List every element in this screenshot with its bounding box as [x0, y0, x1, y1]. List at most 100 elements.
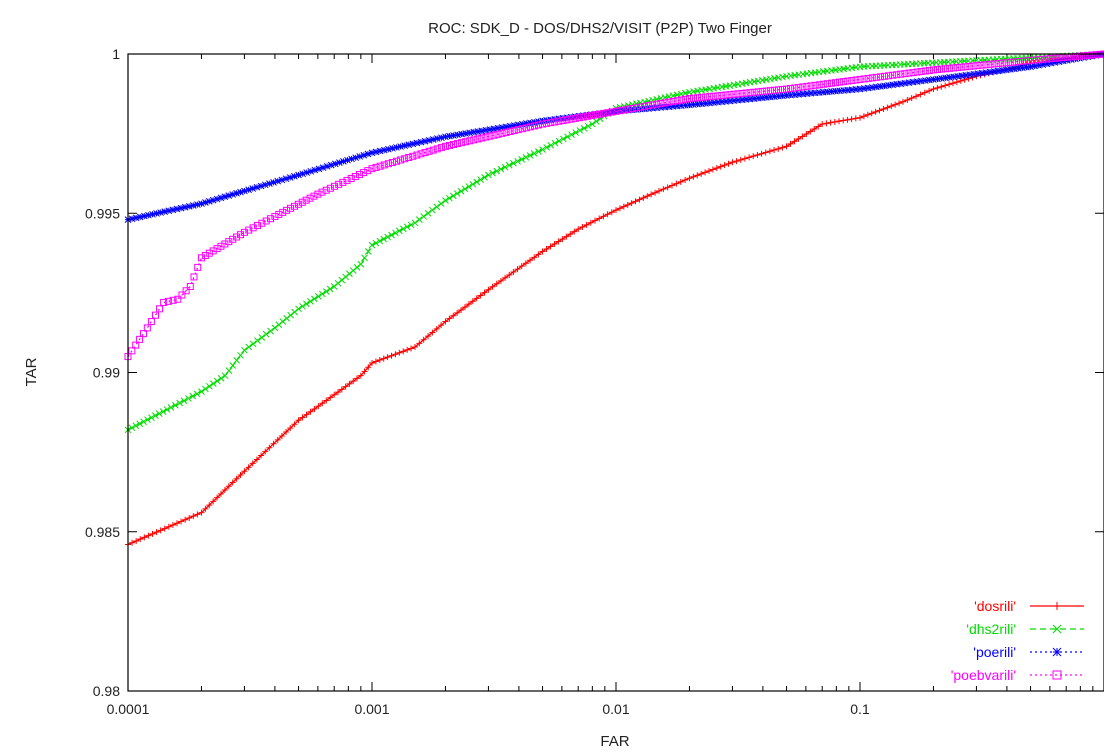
data-point	[237, 231, 245, 239]
data-point	[397, 156, 405, 164]
data-point	[433, 145, 441, 153]
data-point	[860, 113, 867, 120]
data-point	[893, 71, 901, 79]
data-point	[706, 93, 714, 101]
data-point	[299, 170, 306, 178]
data-point	[133, 537, 140, 544]
data-point	[217, 374, 225, 382]
data-point	[815, 89, 823, 96]
data-point	[510, 269, 517, 276]
data-point	[314, 190, 322, 198]
axis-ticks: 0.98 0.985 0.99 0.995 1 0.0001 0.001 0.01 0.1	[85, 46, 1104, 717]
data-point	[942, 74, 949, 82]
data-point	[279, 208, 287, 216]
data-point	[665, 98, 673, 106]
x-axis-label: FAR	[600, 733, 629, 750]
y-tick-label: 0.985	[85, 524, 120, 540]
data-point	[481, 173, 488, 181]
data-point	[342, 383, 349, 390]
data-point	[535, 251, 542, 258]
data-point	[139, 330, 147, 338]
data-point	[522, 154, 530, 161]
data-point	[253, 222, 261, 230]
y-tick-label: 1	[112, 46, 120, 62]
data-point	[620, 203, 627, 210]
data-point	[171, 401, 179, 409]
data-point	[702, 93, 710, 101]
data-point	[888, 103, 895, 110]
data-point	[518, 125, 526, 133]
data-point	[934, 84, 941, 91]
data-point	[526, 152, 534, 159]
data-point	[559, 236, 566, 243]
data-point	[161, 208, 169, 216]
data-point	[766, 87, 774, 95]
data-point	[262, 217, 270, 225]
data-point	[441, 142, 449, 150]
data-point	[403, 223, 411, 231]
data-point	[539, 146, 546, 153]
data-point	[348, 155, 355, 163]
data-point	[233, 357, 241, 364]
data-point	[823, 120, 830, 127]
data-point	[771, 93, 778, 100]
data-point	[966, 62, 974, 70]
data-point	[750, 153, 757, 160]
data-point	[904, 96, 911, 103]
data-point	[913, 78, 921, 85]
data-point	[182, 287, 190, 295]
data-point	[938, 83, 945, 90]
data-point	[163, 406, 171, 413]
data-point	[457, 187, 465, 195]
data-point	[791, 91, 799, 99]
data-point	[283, 429, 290, 436]
data-point	[502, 128, 510, 136]
data-point	[340, 158, 347, 165]
data-point	[767, 93, 774, 101]
data-point	[522, 124, 530, 132]
data-point	[249, 340, 257, 348]
x-tick-label: 0.1	[850, 701, 870, 717]
data-point	[857, 114, 863, 121]
data-point	[1047, 59, 1055, 67]
data-point	[202, 505, 209, 512]
data-point	[909, 69, 917, 77]
data-point	[205, 198, 213, 205]
data-point	[299, 302, 306, 310]
data-point	[950, 73, 958, 81]
data-point	[357, 372, 364, 379]
y-tick-label: 0.98	[93, 683, 120, 699]
data-point	[543, 144, 551, 151]
data-point	[604, 109, 612, 117]
data-point	[506, 128, 514, 136]
data-point	[872, 83, 880, 91]
data-point	[380, 235, 388, 243]
data-point	[539, 248, 546, 255]
data-point	[547, 119, 555, 127]
data-point	[709, 166, 716, 173]
data-point	[275, 210, 283, 218]
data-point	[815, 123, 822, 130]
data-point	[169, 296, 177, 304]
data-point	[758, 94, 766, 102]
data-point	[474, 128, 482, 135]
data-point	[673, 97, 681, 105]
data-point	[327, 394, 334, 401]
data-point	[1080, 52, 1088, 60]
data-point	[421, 137, 429, 145]
data-point	[450, 312, 457, 319]
data-point	[310, 192, 318, 200]
data-point	[600, 109, 608, 117]
data-point	[1031, 56, 1039, 64]
data-point	[974, 62, 982, 70]
data-point	[592, 111, 600, 119]
data-point	[580, 112, 587, 119]
data-point	[1072, 55, 1079, 63]
data-point	[1035, 56, 1043, 64]
data-point	[307, 408, 314, 415]
data-point	[633, 106, 640, 113]
data-point	[628, 104, 636, 112]
data-point	[986, 68, 994, 76]
data-point	[493, 280, 500, 287]
data-point	[555, 137, 563, 145]
